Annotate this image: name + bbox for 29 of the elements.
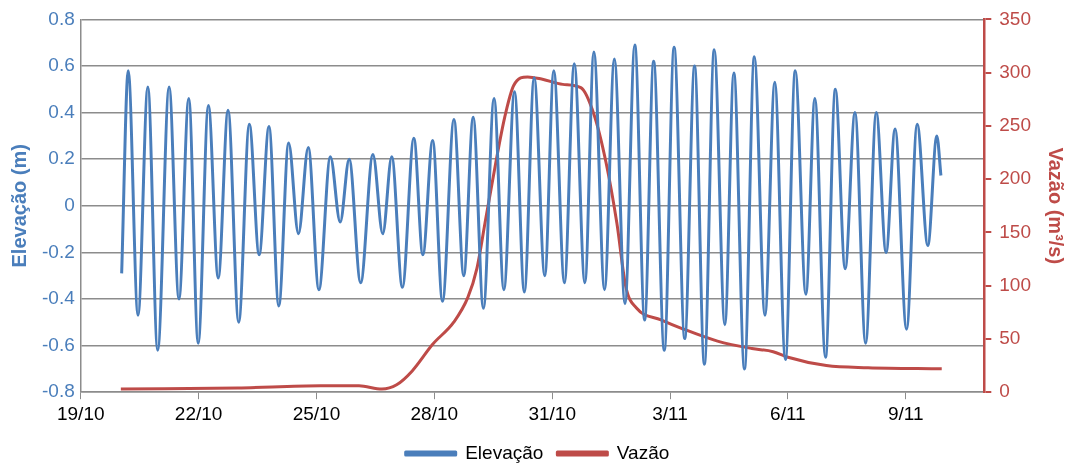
x-tick-label: 3/11 (652, 402, 688, 424)
y-tick-label: 0.2 (48, 147, 75, 169)
x-tick-label: 31/10 (528, 402, 576, 424)
x-tick-label: 28/10 (410, 402, 459, 424)
y-tick-label: 0 (64, 194, 75, 216)
y2-tick-label: 50 (999, 327, 1021, 349)
legend-label: Vazão (616, 441, 670, 463)
y2-tick-label: 200 (999, 167, 1031, 189)
y-tick-label: -0.6 (41, 333, 75, 355)
x-tick-label: 6/11 (770, 402, 806, 424)
legend-label: Elevação (465, 441, 544, 463)
y2-tick-label: 300 (999, 60, 1031, 82)
y2-tick-label: 0 (999, 380, 1010, 402)
y-tick-label: 0.8 (48, 7, 75, 29)
x-tick-label: 9/11 (887, 402, 924, 424)
y-tick-label: -0.8 (41, 380, 75, 402)
y-tick-label: 0.4 (48, 100, 76, 122)
y-tick-label: 0.6 (48, 54, 75, 76)
y-axis-title: Elevação (m) (7, 144, 30, 268)
y-tick-label: -0.4 (41, 287, 76, 309)
y2-tick-label: 100 (999, 273, 1031, 295)
x-tick-label: 22/10 (174, 402, 223, 424)
x-tick-label: 19/10 (56, 402, 105, 424)
y2-tick-label: 150 (999, 220, 1031, 242)
y2-tick-label: 350 (999, 7, 1031, 29)
y2-tick-label: 250 (999, 114, 1031, 136)
x-tick-label: 25/10 (292, 402, 341, 424)
y2-axis-title: Vazão (m³/s) (1045, 147, 1068, 265)
y-tick-label: -0.2 (41, 240, 75, 262)
